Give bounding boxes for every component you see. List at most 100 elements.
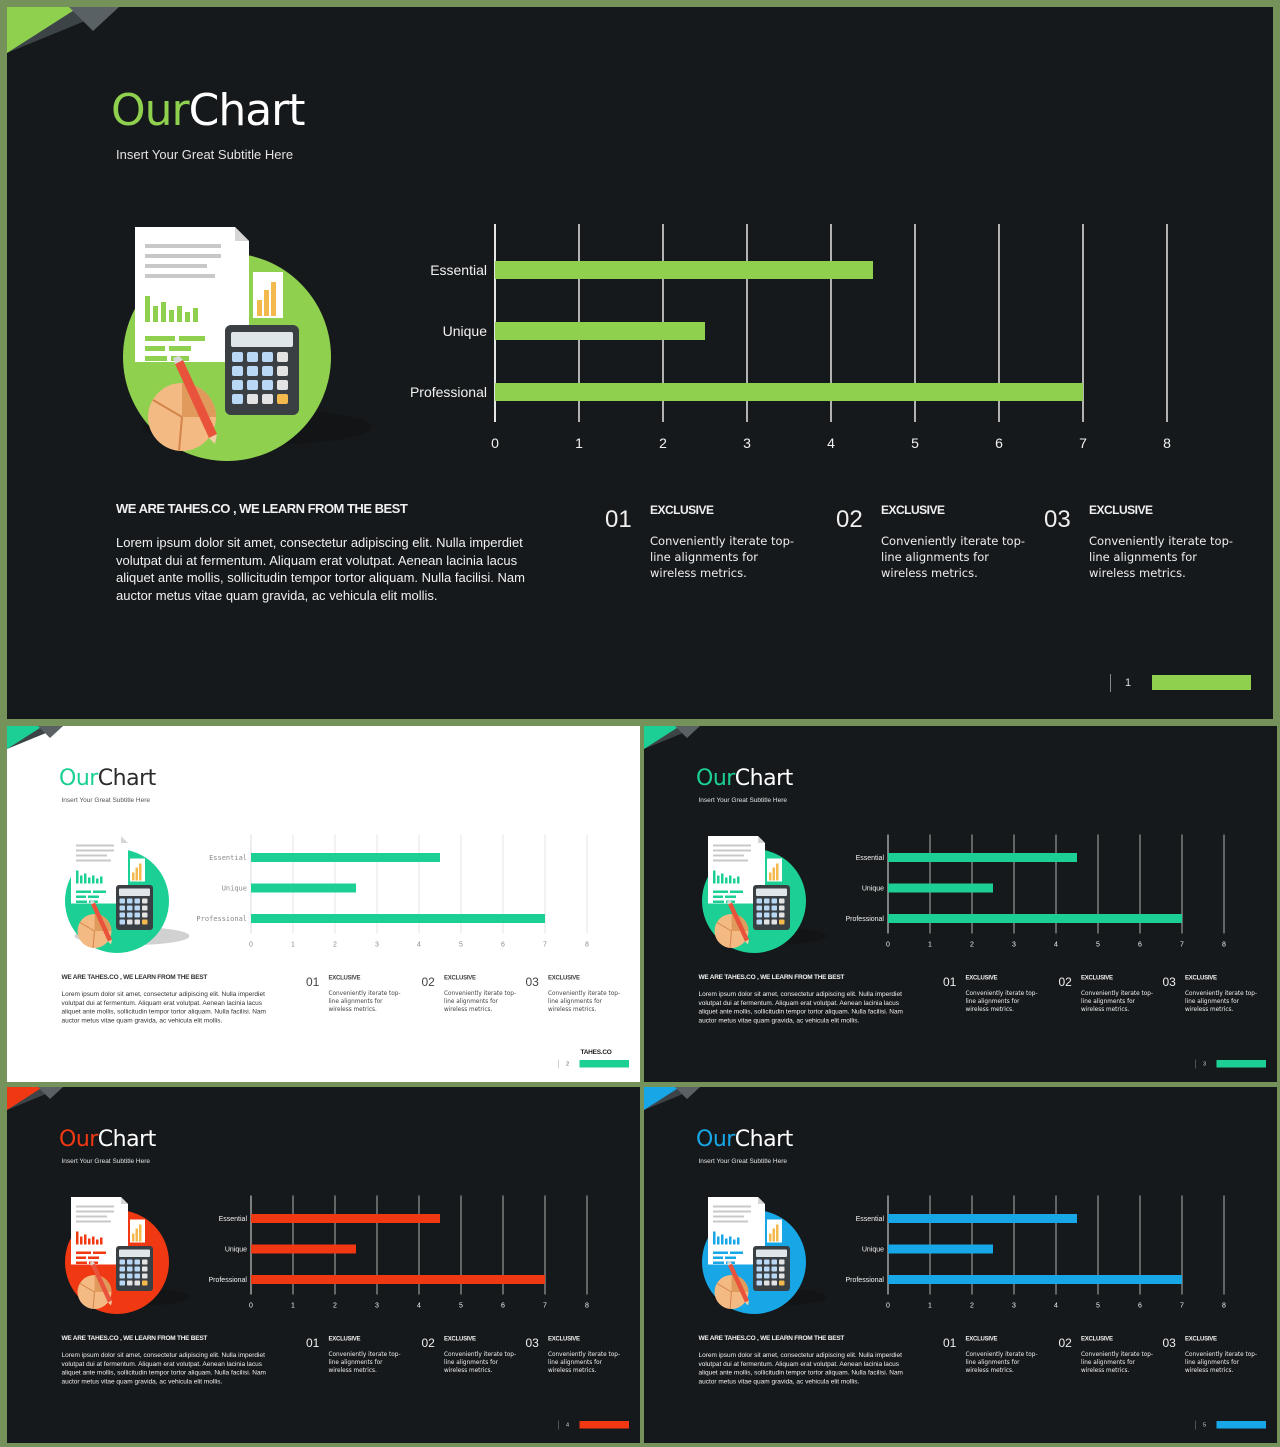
x-tick-label: 1 — [291, 942, 295, 949]
x-tick-label: 7 — [1079, 435, 1087, 451]
about-body: Lorem ipsum dolor sit amet, consectetur … — [698, 1351, 903, 1385]
x-tick-label: 7 — [543, 942, 547, 949]
finance-illustration — [702, 836, 827, 953]
x-tick-label: 4 — [1054, 1303, 1058, 1310]
page-subtitle: Insert Your Great Subtitle Here — [61, 1157, 151, 1165]
mini-bar-graph — [767, 858, 782, 882]
x-tick-label: 1 — [291, 1303, 295, 1310]
bar-chart: Essential Unique Professional 0 1 2 3 4 5 6 7 8 — [845, 834, 1226, 949]
bar-unique — [251, 1244, 356, 1254]
x-tick-label: 4 — [417, 942, 421, 949]
pager-divider — [1195, 1420, 1196, 1430]
category-label: Professional — [845, 916, 884, 923]
about-heading: WE ARE TAHES.CO , WE LEARN FROM THE BEST — [698, 1334, 845, 1342]
x-tick-label: 3 — [375, 1303, 379, 1310]
page-accent-bar — [579, 1060, 629, 1068]
pencil-icon — [727, 900, 749, 945]
page-accent-bar — [579, 1421, 629, 1429]
x-tick-label: 0 — [249, 1303, 253, 1310]
page-title: OurChart — [696, 765, 793, 791]
mini-bar-graph — [130, 1219, 145, 1243]
calculator-icon — [753, 1246, 790, 1291]
x-tick-label: 6 — [995, 435, 1003, 451]
page-accent-bar — [1152, 675, 1251, 690]
slide-3[interactable]: OurChart Insert Your Great Subtitle Here — [644, 726, 1277, 1082]
finance-illustration — [65, 1197, 190, 1314]
slide-4[interactable]: OurChart Insert Your Great Subtitle Here — [7, 1087, 640, 1443]
bar-professional — [251, 914, 545, 923]
feature-heading: EXCLUSIVE — [444, 974, 476, 981]
pencil-icon — [90, 900, 112, 945]
finance-illustration — [65, 836, 190, 953]
feature-number: 01 — [306, 975, 320, 990]
x-tick-label: 5 — [1096, 1303, 1100, 1310]
feature-heading: EXCLUSIVE — [328, 1335, 361, 1342]
bar-professional — [888, 1275, 1182, 1284]
feature-number: 02 — [421, 1336, 435, 1351]
feature-heading: EXCLUSIVE — [650, 503, 714, 517]
page-title: OurChart — [59, 765, 156, 791]
x-tick-label: 8 — [1163, 435, 1171, 451]
bar-chart: Essential Unique Professional 0 1 2 3 4 5 6 7 8 — [845, 1195, 1226, 1310]
pager-divider — [1110, 674, 1111, 692]
page-subtitle: Insert Your Great Subtitle Here — [116, 147, 294, 162]
bar-essential — [251, 853, 440, 862]
x-tick-label: 0 — [886, 942, 890, 949]
about-heading: WE ARE TAHES.CO , WE LEARN FROM THE BEST — [698, 973, 845, 981]
feature-text: Conveniently iterate top-line alignments… — [650, 534, 795, 580]
category-label: Essential — [856, 855, 885, 862]
feature-number: 02 — [1058, 1336, 1072, 1351]
feature-text: Conveniently iterate top-line alignments… — [1185, 1350, 1258, 1374]
category-label: Unique — [222, 885, 247, 893]
x-tick-label: 2 — [659, 435, 667, 451]
bar-unique — [888, 883, 993, 893]
slide-2[interactable]: OurChart Insert Your Great Subtitle Here — [7, 726, 640, 1082]
page-subtitle: Insert Your Great Subtitle Here — [698, 1157, 788, 1165]
feature-heading: EXCLUSIVE — [548, 974, 580, 981]
bar-unique — [495, 322, 705, 340]
feature-text: Conveniently iterate top-line alignments… — [328, 1350, 401, 1374]
x-tick-label: 6 — [1138, 1303, 1142, 1310]
feature-heading: EXCLUSIVE — [1185, 1335, 1217, 1342]
category-label: Essential — [209, 854, 247, 862]
mini-bar-graph — [767, 1219, 782, 1243]
page-subtitle: Insert Your Great Subtitle Here — [61, 796, 151, 804]
feature-number: 03 — [525, 975, 539, 990]
category-label: Unique — [225, 1247, 247, 1254]
bar-essential — [251, 1214, 440, 1223]
bar-professional — [251, 1275, 545, 1284]
feature-heading: EXCLUSIVE — [328, 974, 361, 981]
bar-unique — [251, 883, 356, 893]
feature-heading: EXCLUSIVE — [444, 1335, 476, 1342]
corner-decoration — [7, 1087, 63, 1110]
page-number: 4 — [566, 1422, 570, 1428]
pencil-icon — [90, 1261, 112, 1306]
feature-text: Conveniently iterate top-line alignments… — [328, 989, 401, 1013]
x-tick-label: 2 — [333, 942, 337, 949]
corner-decoration — [7, 7, 119, 53]
feature-heading: EXCLUSIVE — [965, 974, 998, 981]
category-label: Unique — [862, 1247, 884, 1254]
feature-number: 03 — [525, 1336, 539, 1351]
slide-5[interactable]: OurChart Insert Your Great Subtitle Here — [644, 1087, 1277, 1443]
about-heading: WE ARE TAHES.CO , WE LEARN FROM THE BEST — [61, 1334, 208, 1342]
feature-text: Conveniently iterate top-line alignments… — [965, 989, 1038, 1013]
finance-illustration — [702, 1197, 827, 1314]
x-tick-label: 5 — [911, 435, 919, 451]
page-accent-bar — [1216, 1421, 1266, 1429]
mini-bar-graph — [253, 272, 283, 318]
document-icon — [135, 227, 249, 362]
document-icon — [71, 836, 128, 904]
x-tick-label: 1 — [928, 1303, 932, 1310]
bar-unique — [888, 1244, 993, 1254]
x-tick-label: 0 — [249, 942, 253, 949]
pager-divider — [558, 1059, 559, 1069]
feature-number: 02 — [421, 975, 435, 990]
x-tick-label: 7 — [543, 1303, 547, 1310]
about-body: Lorem ipsum dolor sit amet, consectetur … — [698, 990, 903, 1024]
slide-1[interactable]: OurChart Insert Your Great Subtitle Here — [7, 7, 1273, 719]
document-icon — [708, 836, 765, 904]
feature-heading: EXCLUSIVE — [1185, 974, 1217, 981]
x-tick-label: 0 — [886, 1303, 890, 1310]
bar-essential — [495, 261, 873, 279]
